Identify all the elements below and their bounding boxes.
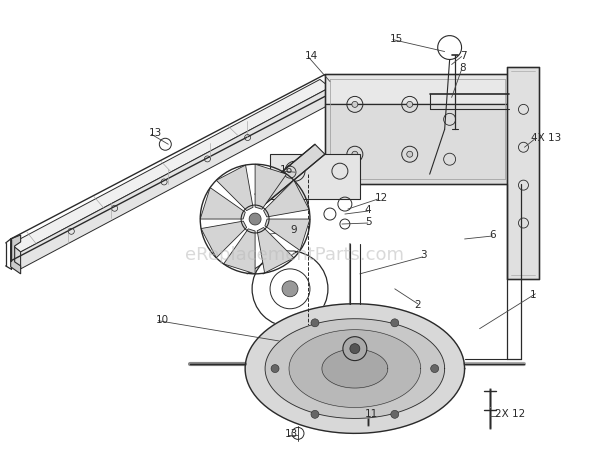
Polygon shape: [325, 75, 510, 105]
Polygon shape: [201, 222, 247, 258]
Circle shape: [249, 213, 261, 225]
Text: 1: 1: [529, 289, 536, 299]
Text: 13: 13: [148, 128, 162, 138]
Circle shape: [343, 337, 367, 361]
Circle shape: [271, 365, 279, 373]
Circle shape: [350, 344, 360, 354]
Polygon shape: [11, 80, 330, 252]
Text: eReplacementParts.com: eReplacementParts.com: [185, 246, 405, 263]
Text: 15: 15: [390, 34, 403, 44]
Circle shape: [352, 102, 358, 108]
Text: 8: 8: [460, 63, 466, 73]
Text: 14: 14: [305, 50, 318, 61]
Polygon shape: [245, 304, 464, 433]
Circle shape: [407, 102, 413, 108]
Text: 13: 13: [285, 428, 299, 438]
Text: 5: 5: [365, 217, 372, 227]
Circle shape: [311, 319, 319, 327]
Polygon shape: [264, 181, 309, 218]
Circle shape: [391, 410, 399, 419]
Text: 12: 12: [375, 193, 388, 203]
Polygon shape: [265, 319, 445, 419]
Circle shape: [391, 319, 399, 327]
Polygon shape: [322, 349, 388, 388]
Polygon shape: [325, 105, 510, 185]
Polygon shape: [200, 188, 245, 219]
Polygon shape: [507, 68, 539, 279]
Polygon shape: [257, 228, 294, 274]
Circle shape: [407, 152, 413, 158]
Text: 4X 13: 4X 13: [532, 133, 562, 143]
Polygon shape: [11, 245, 21, 269]
Polygon shape: [255, 165, 287, 210]
Text: 7: 7: [460, 50, 466, 61]
Polygon shape: [21, 88, 330, 269]
Circle shape: [352, 152, 358, 158]
Text: 3: 3: [419, 249, 427, 259]
Text: 2X 12: 2X 12: [494, 409, 525, 419]
Text: 4: 4: [365, 205, 372, 215]
Text: 2: 2: [415, 299, 421, 309]
Text: 16: 16: [280, 165, 293, 175]
Polygon shape: [224, 230, 255, 274]
Text: 11: 11: [365, 409, 378, 419]
Polygon shape: [265, 219, 310, 251]
Text: 9: 9: [290, 224, 297, 235]
Polygon shape: [11, 235, 21, 274]
Circle shape: [311, 410, 319, 419]
Polygon shape: [270, 155, 360, 200]
Circle shape: [431, 365, 438, 373]
Circle shape: [282, 281, 298, 297]
Polygon shape: [289, 330, 421, 408]
Polygon shape: [255, 145, 325, 205]
Text: 6: 6: [490, 230, 496, 240]
Polygon shape: [217, 166, 253, 211]
Text: 10: 10: [155, 314, 169, 324]
